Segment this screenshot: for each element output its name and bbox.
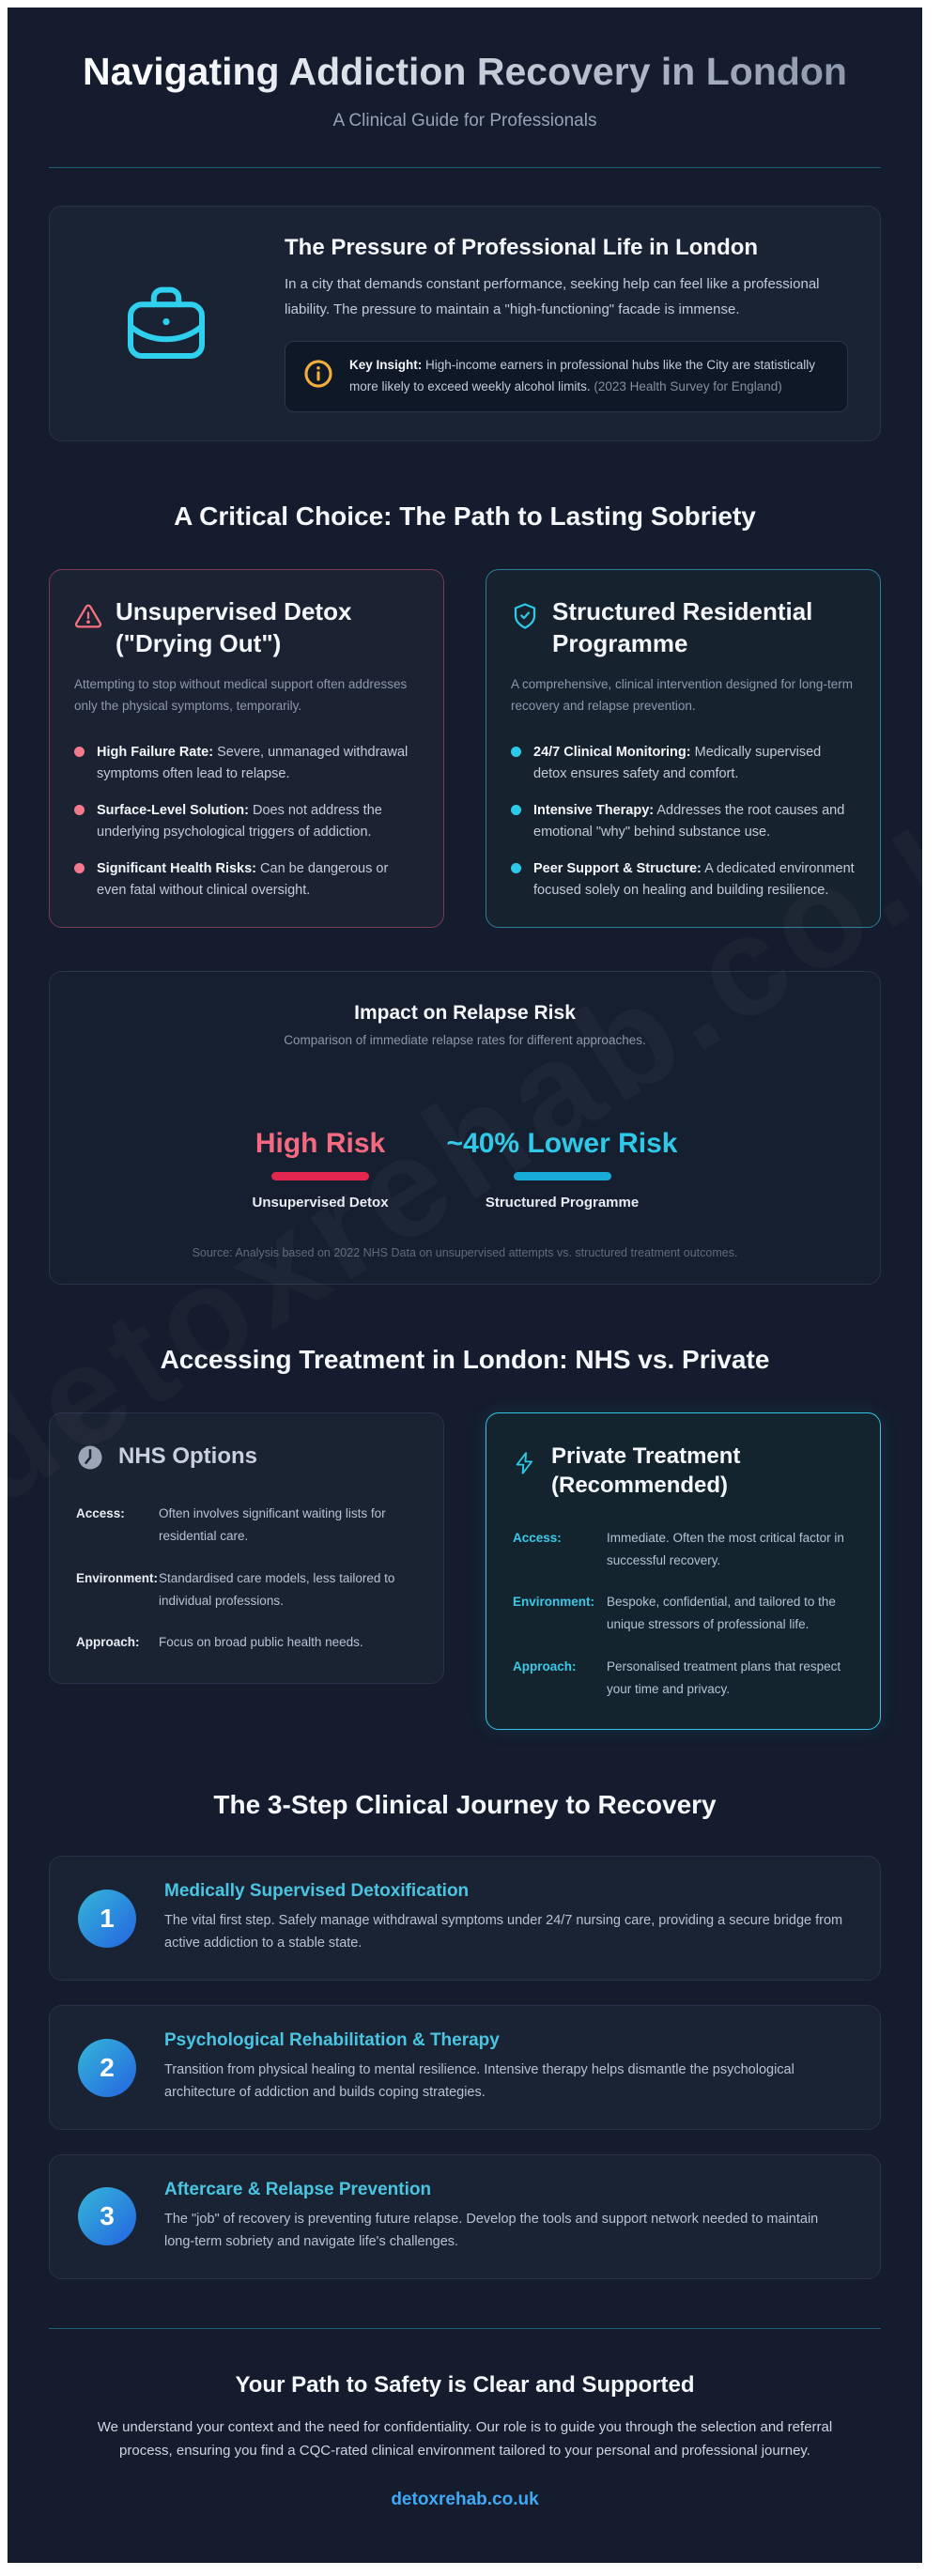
step-number-badge: 3 <box>78 2187 136 2246</box>
clock-icon <box>76 1443 104 1476</box>
chart-title: Impact on Relapse Risk <box>354 1002 576 1025</box>
footer-divider <box>49 2327 881 2329</box>
unsupervised-desc: Attempting to stop without medical suppo… <box>74 677 408 714</box>
shield-check-icon <box>511 602 539 635</box>
risk-value: ~40% Lower Risk <box>446 1128 678 1160</box>
risk-item-unsupervised: High Risk Unsupervised Detox <box>253 1128 389 1211</box>
unsupervised-bullets: High Failure Rate: Severe, unmanaged wit… <box>74 742 419 901</box>
pressure-card: The Pressure of Professional Life in Lon… <box>49 206 881 441</box>
unsupervised-head: Unsupervised Detox ("Drying Out") <box>74 596 419 660</box>
pressure-title: The Pressure of Professional Life in Lon… <box>285 235 759 261</box>
step-card-1: 1 Medically Supervised Detoxification Th… <box>49 1856 881 1982</box>
infographic-page: detoxrehab.co.uk Navigating Addiction Re… <box>8 8 922 2563</box>
header-divider <box>49 167 881 169</box>
table-row: Environment: Bespoke, confidential, and … <box>513 1595 836 1632</box>
private-head: Private Treatment (Recommended) <box>513 1442 854 1500</box>
zap-icon <box>513 1451 537 1480</box>
pressure-body: The Pressure of Professional Life in Lon… <box>285 235 848 412</box>
page-subtitle: A Clinical Guide for Professionals <box>332 111 597 131</box>
journey-heading: The 3-Step Clinical Journey to Recovery <box>213 1790 717 1820</box>
choice-heading: A Critical Choice: The Path to Lasting S… <box>174 501 756 531</box>
private-treatment-card: Private Treatment (Recommended) Access: … <box>486 1412 881 1731</box>
bullet-dot-icon <box>74 805 85 816</box>
step-card-2: 2 Psychological Rehabilitation & Therapy… <box>49 2005 881 2130</box>
chart-subtitle: Comparison of immediate relapse rates fo… <box>284 1033 646 1048</box>
table-row: Approach: Focus on broad public health n… <box>76 1635 363 1650</box>
table-row: Approach: Personalised treatment plans t… <box>513 1658 841 1696</box>
step-number-badge: 2 <box>78 2038 136 2097</box>
key-insight-box: Key Insight: High-income earners in prof… <box>285 340 848 412</box>
step-card-3: 3 Aftercare & Relapse Prevention The "jo… <box>49 2153 881 2279</box>
page-title: Navigating Addiction Recovery in London <box>56 47 873 96</box>
bullet-dot-icon <box>511 747 521 758</box>
header: Navigating Addiction Recovery in London … <box>49 8 881 169</box>
bullet-dot-icon <box>511 863 521 874</box>
risk-comparison: High Risk Unsupervised Detox ~40% Lower … <box>78 1128 852 1211</box>
nhs-rows: Access: Often involves significant waiti… <box>76 1503 417 1654</box>
list-item: Peer Support & Structure: A dedicated en… <box>511 858 856 901</box>
list-item: Surface-Level Solution: Does not address… <box>74 800 419 842</box>
relapse-risk-chart-card: Impact on Relapse Risk Comparison of imm… <box>49 971 881 1286</box>
private-title: Private Treatment (Recommended) <box>551 1443 741 1499</box>
key-insight-label: Key Insight: <box>349 357 423 372</box>
step-body: Medically Supervised Detoxification The … <box>164 1881 843 1951</box>
bullet-dot-icon <box>74 747 85 758</box>
unsupervised-detox-card: Unsupervised Detox ("Drying Out") Attemp… <box>49 568 444 929</box>
step-number-badge: 1 <box>78 1889 136 1948</box>
unsupervised-title: Unsupervised Detox ("Drying Out") <box>116 596 352 657</box>
list-item: High Failure Rate: Severe, unmanaged wit… <box>74 742 419 784</box>
list-item: Significant Health Risks: Can be dangero… <box>74 858 419 901</box>
structured-head: Structured Residential Programme <box>511 596 856 660</box>
bullet-dot-icon <box>511 805 521 816</box>
access-heading: Accessing Treatment in London: NHS vs. P… <box>160 1345 770 1375</box>
step-body: Aftercare & Relapse Prevention The "job"… <box>164 2179 819 2249</box>
chart-source: Source: Analysis based on 2022 NHS Data … <box>192 1246 738 1260</box>
footer-heading: Your Path to Safety is Clear and Support… <box>235 2371 695 2398</box>
risk-label: Structured Programme <box>485 1195 640 1211</box>
alert-triangle-icon <box>74 602 102 635</box>
key-insight-text: Key Insight: High-income earners in prof… <box>349 357 815 393</box>
structured-desc: A comprehensive, clinical intervention d… <box>511 677 853 714</box>
structured-bullets: 24/7 Clinical Monitoring: Medically supe… <box>511 742 856 901</box>
table-row: Access: Immediate. Often the most critic… <box>513 1530 844 1567</box>
risk-item-structured: ~40% Lower Risk Structured Programme <box>447 1128 678 1211</box>
structured-programme-card: Structured Residential Programme A compr… <box>486 568 881 929</box>
risk-bar <box>513 1172 611 1181</box>
list-item: 24/7 Clinical Monitoring: Medically supe… <box>511 742 856 784</box>
table-row: Environment: Standardised care models, l… <box>76 1570 395 1609</box>
site-link[interactable]: detoxrehab.co.uk <box>391 2489 539 2509</box>
access-grid: NHS Options Access: Often involves signi… <box>49 1412 881 1731</box>
journey-steps: 1 Medically Supervised Detoxification Th… <box>49 1856 881 2279</box>
risk-bar <box>271 1172 370 1181</box>
list-item: Intensive Therapy: Addresses the root ca… <box>511 800 856 842</box>
risk-value: High Risk <box>255 1128 386 1160</box>
step-body: Psychological Rehabilitation & Therapy T… <box>164 2030 794 2101</box>
bullet-dot-icon <box>74 863 85 874</box>
choice-grid: Unsupervised Detox ("Drying Out") Attemp… <box>49 568 881 929</box>
footer: Your Path to Safety is Clear and Support… <box>49 2372 881 2510</box>
nhs-options-card: NHS Options Access: Often involves signi… <box>49 1412 444 1684</box>
footer-text: We understand your context and the need … <box>97 2418 833 2460</box>
nhs-title: NHS Options <box>118 1443 257 1470</box>
table-row: Access: Often involves significant waiti… <box>76 1506 386 1544</box>
key-insight-citation: (2023 Health Survey for England) <box>594 378 782 393</box>
risk-label: Unsupervised Detox <box>252 1195 389 1211</box>
briefcase-icon <box>82 279 251 369</box>
info-icon <box>302 358 334 394</box>
structured-title: Structured Residential Programme <box>552 596 813 657</box>
private-rows: Access: Immediate. Often the most critic… <box>513 1527 854 1702</box>
pressure-text: In a city that demands constant performa… <box>285 276 820 317</box>
nhs-head: NHS Options <box>76 1442 417 1476</box>
